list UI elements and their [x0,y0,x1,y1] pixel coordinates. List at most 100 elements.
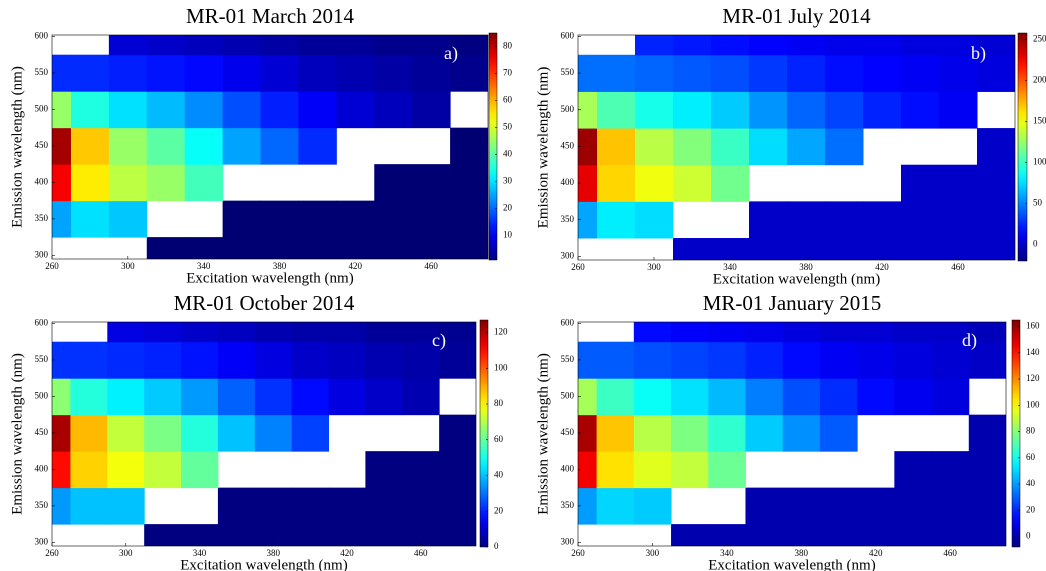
plot-frame [577,321,1007,547]
contour-cell [633,322,672,343]
contour-cell [450,35,488,56]
contour-cell [439,414,476,452]
x-tick-label: 460 [424,261,438,271]
colorbar-tick-label: 80 [1026,426,1036,436]
contour-cell [819,341,858,379]
contour-cell [70,127,110,165]
contour-cell [635,201,674,239]
contour-cell [146,237,186,259]
contour-cell [578,91,598,129]
contour-cell [787,54,826,92]
contour-cell [291,487,330,525]
contour-cell [863,35,902,56]
contour-cell [825,238,864,260]
contour-cell [578,451,598,489]
contour-cell [901,201,940,239]
contour-cell [52,451,71,489]
x-tick-label: 300 [646,548,660,558]
contour-cell [260,237,299,259]
contour-cell [254,322,293,343]
contour-cell [633,341,672,379]
contour-cell [863,54,902,92]
contour-cell [749,238,788,260]
contour-cell [578,201,598,239]
y-tick-label: 300 [35,536,49,546]
contour-cell [894,487,933,525]
contour-cell [635,91,674,129]
colorbar-tick-label: 100 [1033,157,1046,167]
plot-frame [577,34,1016,261]
contour-cell [291,378,330,416]
contour-cell [450,54,488,92]
chart-title: MR-01 July 2014 [722,4,871,28]
contour-cell [402,524,440,546]
contour-cell [52,414,71,452]
contour-cell [108,35,148,56]
x-tick-label: 420 [340,548,354,558]
contour-cell [819,322,858,343]
x-axis-label: Excitation wavelength (nm) [186,270,353,286]
x-tick-label: 460 [951,262,965,272]
y-tick-label: 300 [35,249,49,259]
contour-cell [298,35,337,56]
contour-cell [819,487,858,525]
contour-cell [673,54,712,92]
contour-cell [328,487,366,525]
colorbar-tick-label: 20 [494,505,504,515]
contour-cell [596,414,635,452]
contour-cell [596,487,635,525]
contour-cell [108,200,148,238]
contour-cell [412,237,451,259]
contour-cell [108,91,148,129]
contour-cell [708,451,746,489]
contour-cell [968,341,1006,379]
contour-cell [857,524,895,546]
contour-cell [635,54,674,92]
contour-cell [144,451,182,489]
contour-cell [578,414,598,452]
contour-cell [108,164,148,202]
contour-cell [298,237,337,259]
contour-cell [857,487,895,525]
contour-cell [819,524,858,546]
cells [578,322,1006,546]
contour-cell [374,35,413,56]
contour-cell [578,378,598,416]
contour-cell [402,322,440,343]
x-tick-label: 380 [273,261,287,271]
contour-cell [217,414,256,452]
contour-cell [439,524,476,546]
contour-cell [857,322,895,343]
colorbar-tick-label: 120 [1026,373,1040,383]
x-tick-label: 260 [45,548,59,558]
y-tick-label: 500 [35,103,49,113]
contour-cell [181,378,219,416]
contour-cell [745,341,784,379]
contour-cell [70,414,108,452]
x-tick-label: 460 [414,548,428,558]
contour-cell [181,414,219,452]
contour-cell [711,238,750,260]
contour-cell [184,35,224,56]
contour-cell [863,201,902,239]
y-axis-label: Emission wavelength (nm) [535,353,551,515]
contour-cell [901,54,940,92]
x-tick-label: 340 [197,261,211,271]
panel-label: c) [432,330,446,351]
contour-cell [374,200,413,238]
contour-cell [711,91,750,129]
contour-cell [260,200,299,238]
contour-cell [931,378,970,416]
contour-cell [977,128,1015,166]
contour-cell [217,378,256,416]
contour-cell [412,91,451,129]
contour-cell [402,487,440,525]
contour-cell [894,524,933,546]
contour-cell [931,487,970,525]
contour-cell [52,54,72,92]
contour-cell [711,54,750,92]
colorbar-tick-label: 0 [494,541,499,551]
cells [578,35,1015,260]
contour-cell [977,201,1015,239]
